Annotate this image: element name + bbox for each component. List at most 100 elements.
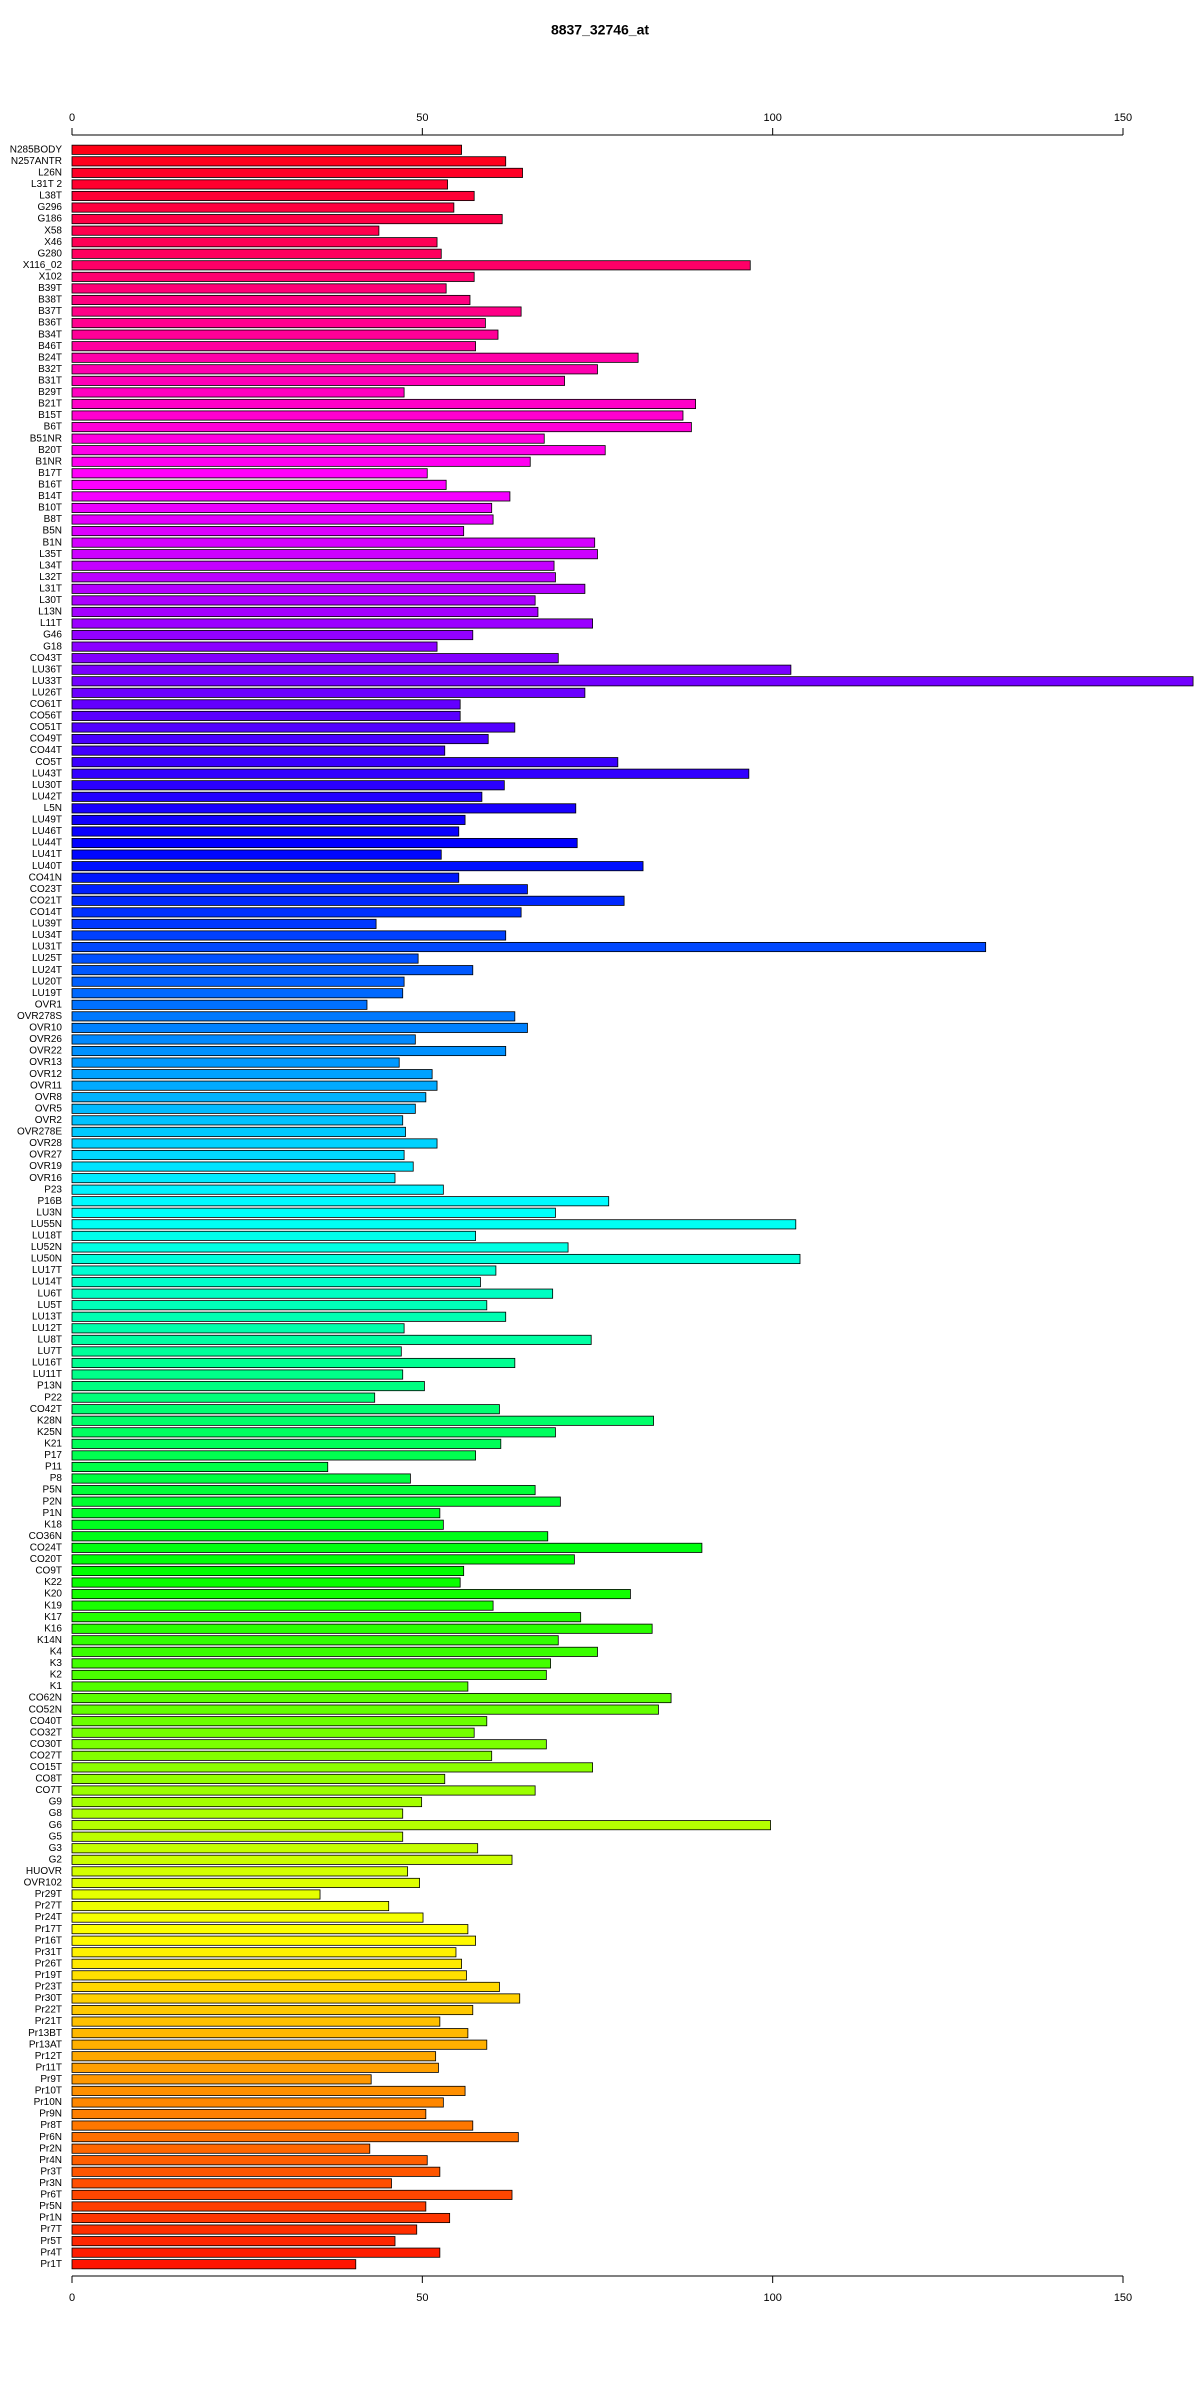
y-tick-label: Pr22T bbox=[35, 2005, 62, 2016]
bar bbox=[71, 1381, 425, 1392]
y-tick-label: LU33T bbox=[32, 676, 62, 687]
bar bbox=[71, 1623, 653, 1634]
bar bbox=[71, 1196, 610, 1207]
bar bbox=[71, 687, 586, 698]
bar bbox=[71, 1912, 424, 1923]
y-tick-label: CO62N bbox=[29, 1693, 62, 1704]
bar bbox=[71, 1993, 521, 2004]
y-tick-label: L13N bbox=[38, 607, 62, 618]
bar bbox=[71, 1889, 321, 1900]
bar bbox=[71, 2074, 372, 2085]
y-tick-label: LU19T bbox=[32, 988, 62, 999]
y-tick-label: OVR5 bbox=[35, 1103, 63, 1114]
bar bbox=[71, 1704, 659, 1715]
y-tick-label: CO8T bbox=[35, 1774, 62, 1785]
y-tick-label: CO61T bbox=[30, 699, 62, 710]
bar bbox=[71, 1716, 488, 1727]
y-tick-label: LU52N bbox=[31, 1242, 62, 1253]
y-tick-label: B8T bbox=[44, 514, 62, 525]
y-tick-label: P5N bbox=[43, 1485, 62, 1496]
bar bbox=[71, 225, 380, 236]
y-tick-label: LU20T bbox=[32, 976, 62, 987]
bar bbox=[71, 2224, 418, 2235]
bar bbox=[71, 2166, 441, 2177]
y-tick-label: N257ANTR bbox=[11, 156, 62, 167]
y-tick-label: OVR13 bbox=[29, 1057, 62, 1068]
y-tick-label: P23 bbox=[44, 1184, 62, 1195]
y-tick-label: LU5T bbox=[38, 1300, 62, 1311]
bar bbox=[71, 422, 692, 433]
y-tick-label: OVR2 bbox=[35, 1115, 63, 1126]
y-tick-label: Pr10T bbox=[35, 2086, 62, 2097]
y-tick-label: Pr1T bbox=[40, 2259, 62, 2270]
bar bbox=[71, 1265, 497, 1276]
bar bbox=[71, 884, 528, 895]
y-tick-label: G3 bbox=[49, 1843, 63, 1854]
bar bbox=[71, 1646, 598, 1657]
bar bbox=[71, 710, 461, 721]
y-tick-label: CO27T bbox=[30, 1750, 62, 1761]
bar bbox=[71, 1461, 329, 1472]
y-tick-label: Pr23T bbox=[35, 1982, 62, 1993]
bar bbox=[71, 2120, 474, 2131]
bar bbox=[71, 329, 499, 340]
bar bbox=[71, 179, 448, 190]
y-tick-label: Pr31T bbox=[35, 1947, 62, 1958]
y-tick-label: B1NR bbox=[35, 456, 62, 467]
bar bbox=[71, 2212, 451, 2224]
bar bbox=[71, 1785, 536, 1796]
y-tick-label: Pr6N bbox=[39, 2132, 62, 2143]
y-tick-label: Pr3T bbox=[40, 2166, 62, 2177]
bar bbox=[71, 699, 461, 710]
bar bbox=[71, 1589, 631, 1600]
y-tick-label: Pr3N bbox=[39, 2178, 62, 2189]
bar bbox=[71, 2108, 427, 2120]
bar bbox=[71, 2097, 444, 2108]
bar bbox=[71, 1011, 516, 1022]
y-tick-label: CO24T bbox=[30, 1542, 62, 1553]
y-tick-label: Pr9N bbox=[39, 2109, 62, 2120]
y-tick-label: Pr27T bbox=[35, 1901, 62, 1912]
y-tick-label: CO23T bbox=[30, 884, 62, 895]
bar bbox=[71, 1149, 405, 1161]
y-tick-label: L30T bbox=[39, 595, 62, 606]
bar bbox=[71, 745, 446, 756]
bar bbox=[71, 1970, 467, 1981]
bar bbox=[71, 664, 792, 675]
y-tick-label: X58 bbox=[44, 225, 62, 236]
y-tick-label: Pr5N bbox=[39, 2201, 62, 2212]
y-tick-label: L35T bbox=[39, 549, 62, 560]
bar bbox=[71, 318, 486, 329]
y-tick-label: Pr26T bbox=[35, 1958, 62, 1969]
y-tick-label: B39T bbox=[38, 283, 62, 294]
bar bbox=[71, 595, 536, 606]
y-tick-label: OVR278S bbox=[17, 1011, 62, 1022]
y-tick-label: LU12T bbox=[32, 1323, 62, 1334]
y-tick-label: LU39T bbox=[32, 919, 62, 930]
bar bbox=[71, 433, 545, 444]
y-tick-label: OVR28 bbox=[29, 1138, 62, 1149]
y-tick-label: B31T bbox=[38, 376, 62, 387]
bar bbox=[71, 861, 644, 872]
bar bbox=[71, 156, 507, 167]
bar bbox=[71, 618, 593, 629]
y-tick-label: P16B bbox=[38, 1196, 63, 1207]
bar bbox=[71, 768, 750, 779]
y-tick-label: OVR19 bbox=[29, 1161, 62, 1172]
y-tick-label: P22 bbox=[44, 1392, 62, 1403]
y-tick-label: K18 bbox=[44, 1519, 62, 1530]
x-tick-label: 0 bbox=[69, 2292, 75, 2304]
bar bbox=[71, 214, 503, 225]
y-tick-label: LU17T bbox=[32, 1265, 62, 1276]
bar bbox=[71, 2155, 428, 2166]
bar bbox=[71, 780, 505, 791]
y-tick-label: Pr16T bbox=[35, 1935, 62, 1946]
bar bbox=[71, 1103, 416, 1114]
y-tick-label: LU50N bbox=[31, 1254, 62, 1265]
bar bbox=[71, 1161, 414, 1172]
bar bbox=[71, 2062, 439, 2073]
bar bbox=[71, 1531, 549, 1542]
bar bbox=[71, 1612, 582, 1623]
y-tick-label: L32T bbox=[39, 572, 62, 583]
